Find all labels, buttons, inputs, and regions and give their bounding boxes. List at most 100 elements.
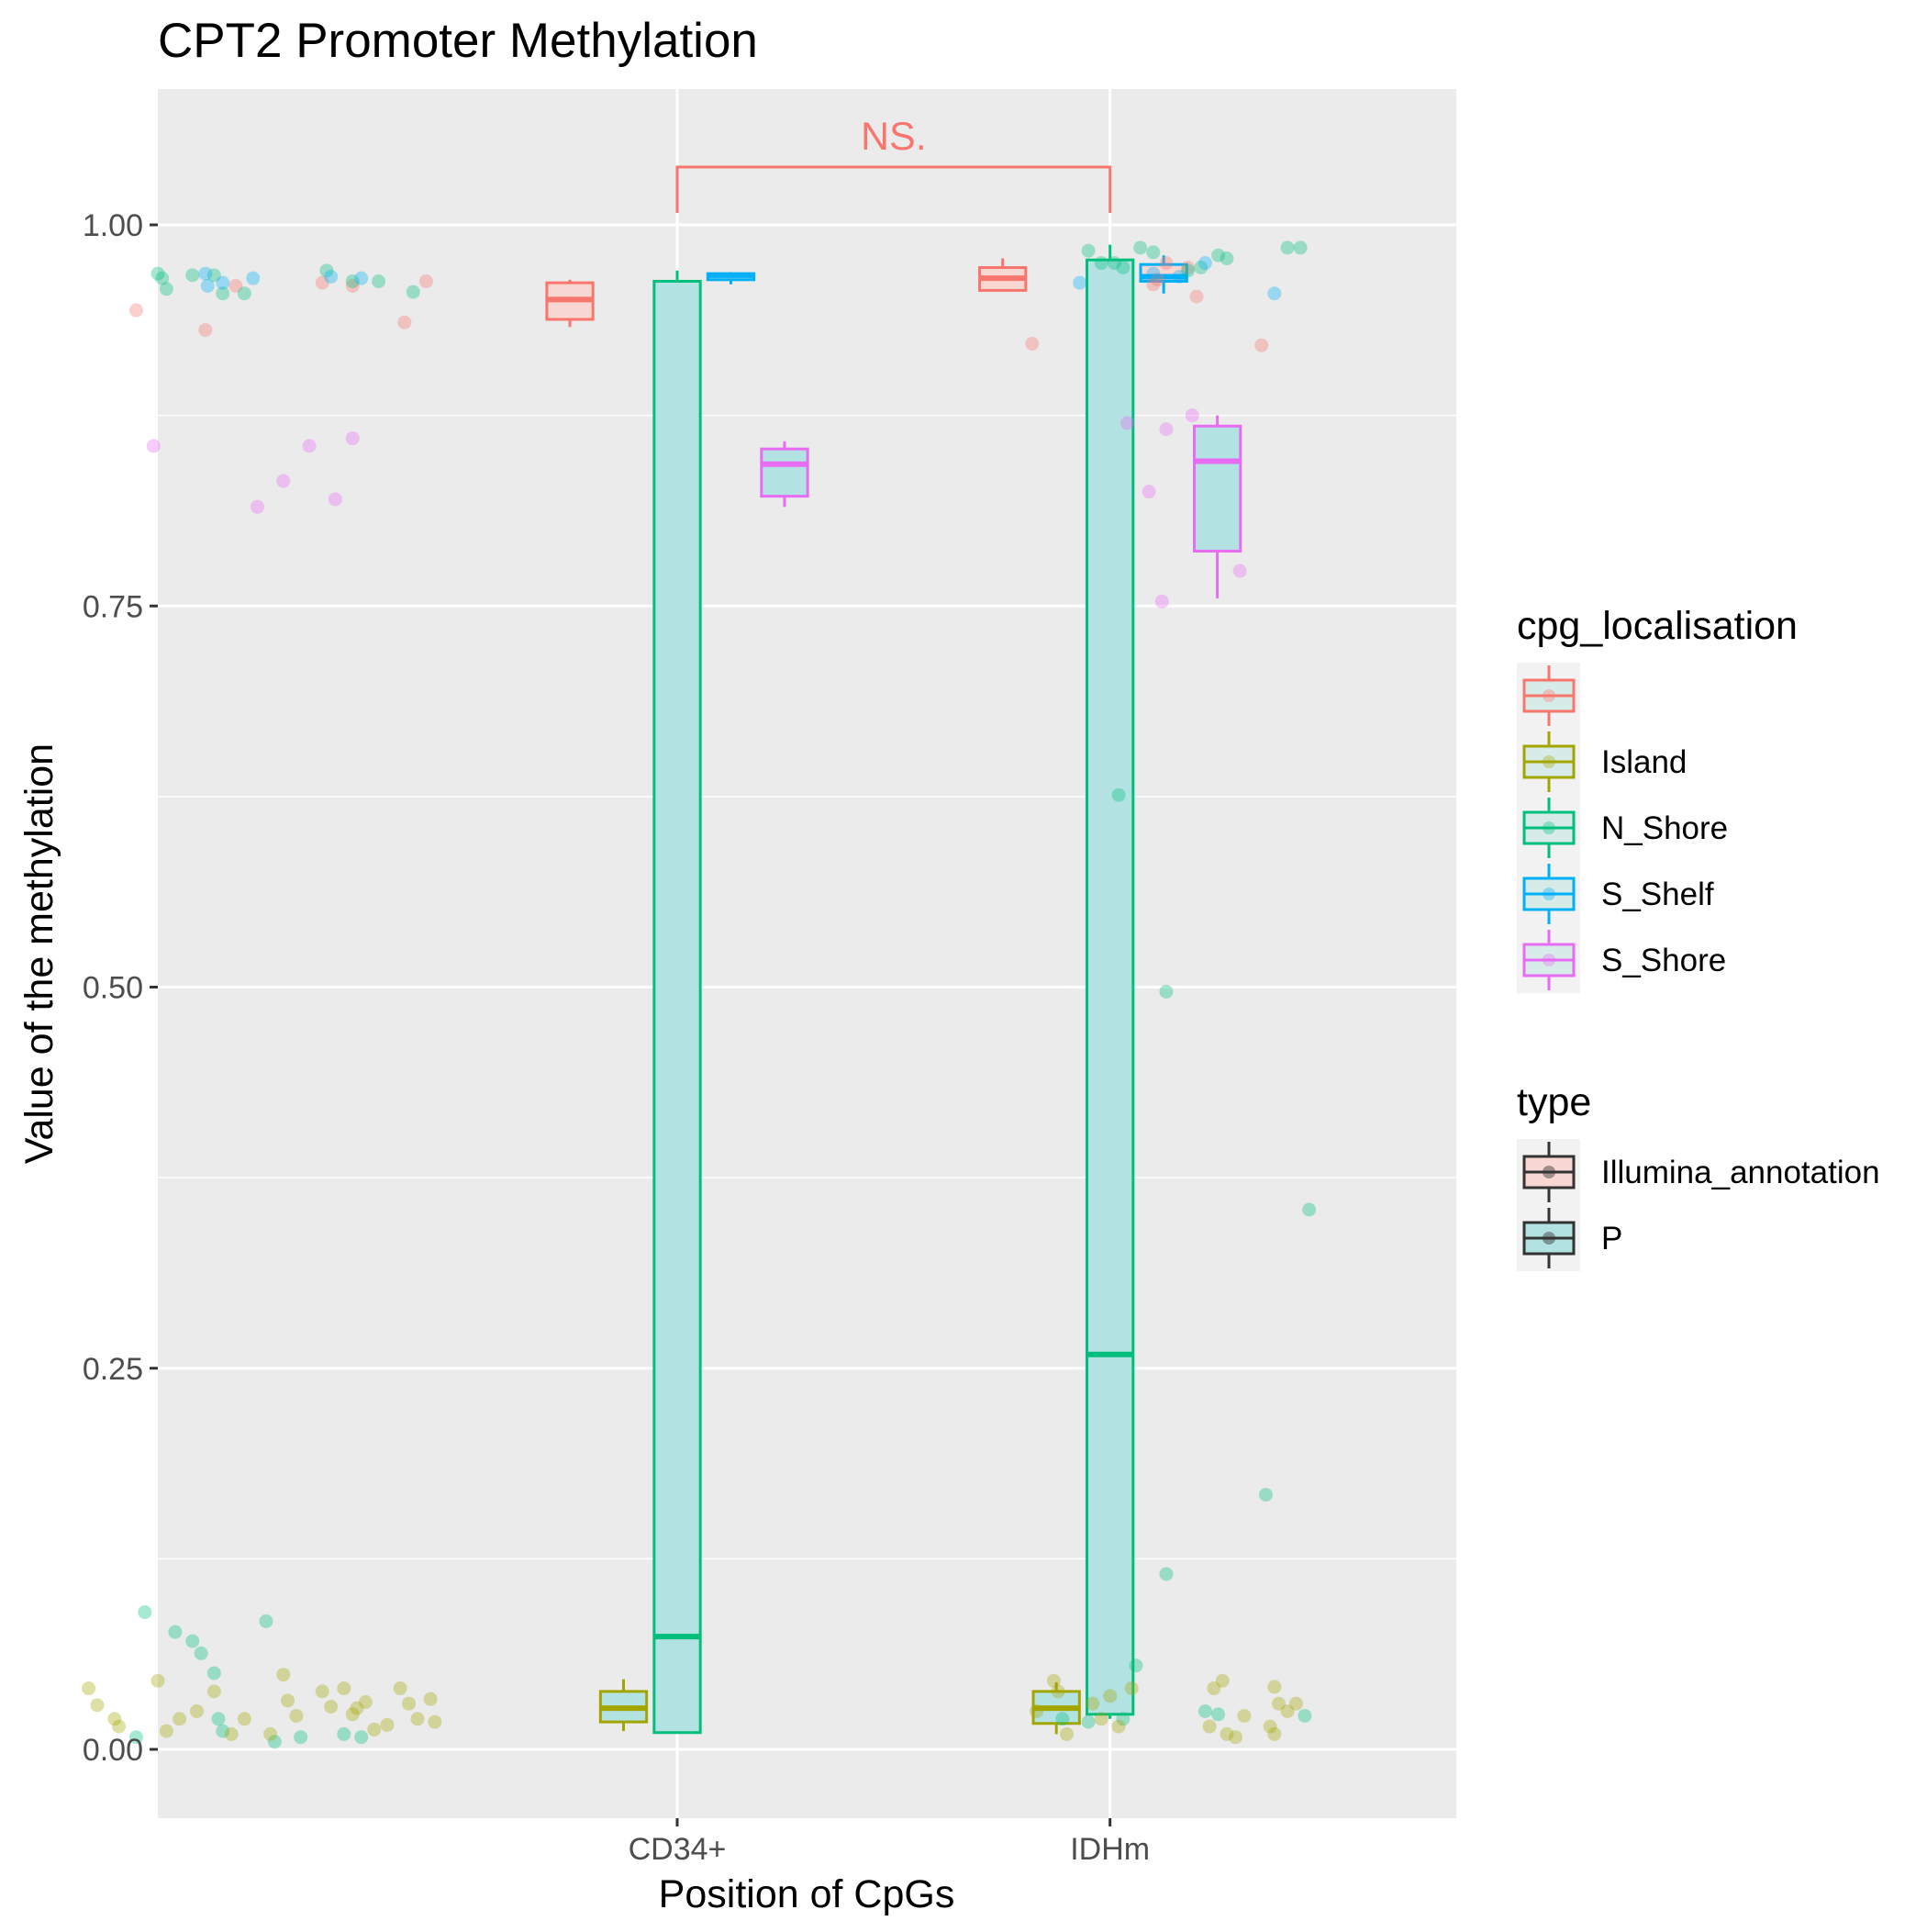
- legend-label: Island: [1601, 744, 1687, 780]
- data-point: [1151, 273, 1165, 287]
- data-point: [1267, 286, 1282, 301]
- x-axis-title: Position of CpGs: [659, 1872, 955, 1916]
- data-point: [1025, 337, 1040, 352]
- data-point: [1159, 256, 1174, 271]
- data-point: [1228, 1730, 1242, 1745]
- legend-entry-n-shore: N_Shore: [1522, 798, 1728, 858]
- data-point: [406, 285, 420, 299]
- data-point: [1159, 422, 1174, 437]
- legend-entry-blank: [1522, 665, 1576, 726]
- data-point: [228, 278, 243, 293]
- legend-label: S_Shore: [1601, 943, 1726, 978]
- data-point: [1107, 256, 1121, 271]
- data-point: [1220, 251, 1234, 266]
- data-point: [216, 1724, 230, 1738]
- data-point: [1120, 416, 1135, 430]
- data-point: [1215, 1673, 1230, 1688]
- data-point: [372, 274, 386, 288]
- data-point: [138, 1605, 152, 1620]
- x-tick-label: CD34+: [629, 1832, 727, 1867]
- data-point: [1202, 1719, 1217, 1734]
- data-point: [315, 1684, 329, 1699]
- data-point: [168, 1625, 183, 1639]
- plot-panel: [158, 89, 1456, 1818]
- data-point: [410, 1712, 425, 1726]
- data-point: [263, 1726, 278, 1741]
- data-point: [1181, 263, 1196, 278]
- data-point: [337, 1681, 351, 1696]
- data-point: [1172, 269, 1186, 284]
- data-point: [319, 263, 334, 278]
- data-point: [402, 1696, 417, 1711]
- data-point: [354, 1730, 369, 1745]
- data-point: [90, 1698, 105, 1713]
- data-point: [276, 1668, 291, 1682]
- data-point: [155, 271, 170, 285]
- data-point: [1194, 261, 1209, 275]
- data-point: [1159, 984, 1174, 999]
- data-point: [1029, 1703, 1043, 1718]
- boxplot-idhm-s-shelf: [1139, 255, 1188, 294]
- data-point: [82, 1681, 96, 1696]
- data-point: [159, 282, 173, 296]
- data-point: [428, 1714, 442, 1729]
- data-point: [206, 268, 221, 283]
- legend-key-point: [1543, 1166, 1555, 1178]
- boxplot-cd34--n-shore: [652, 270, 702, 1735]
- legends: cpg_localisation Island N_Shore S_Shelf S_Sh…: [1517, 604, 1880, 1271]
- legend-label: S_Shelf: [1601, 877, 1714, 912]
- data-point: [1258, 1488, 1273, 1502]
- data-point: [1211, 1707, 1226, 1722]
- data-point: [1288, 1696, 1303, 1711]
- data-point: [1133, 240, 1148, 255]
- data-point: [276, 474, 291, 488]
- data-point: [1051, 1684, 1065, 1699]
- legend-entry-s-shelf: S_Shelf: [1522, 864, 1714, 924]
- data-point: [185, 1634, 200, 1648]
- data-point: [1146, 266, 1161, 281]
- data-point: [112, 1719, 127, 1734]
- significance-label: NS.: [861, 115, 927, 159]
- data-point: [200, 278, 215, 293]
- data-point: [1211, 248, 1226, 262]
- data-point: [267, 1735, 282, 1749]
- data-point: [185, 268, 200, 283]
- y-tick-label: 0.75: [83, 589, 143, 624]
- data-point: [1146, 277, 1161, 292]
- data-point: [1181, 261, 1196, 275]
- data-point: [237, 1712, 251, 1726]
- data-point: [1267, 1726, 1282, 1741]
- data-point: [1154, 594, 1169, 609]
- data-point: [206, 1684, 221, 1699]
- significance-annotation: NS.: [675, 115, 1112, 213]
- data-point: [1094, 1712, 1108, 1726]
- data-point: [1197, 1703, 1212, 1718]
- data-point: [150, 266, 165, 281]
- data-point: [1293, 240, 1308, 255]
- data-point: [354, 271, 369, 285]
- data-point: [294, 1730, 308, 1745]
- boxplot-cd34--blank: [545, 279, 595, 328]
- legend-label: P: [1601, 1221, 1622, 1256]
- data-point: [1146, 245, 1161, 260]
- data-point: [1094, 256, 1108, 271]
- legend-title: type: [1517, 1080, 1591, 1124]
- data-point: [1129, 1658, 1143, 1673]
- boxplot-idhm-s-shore: [1192, 415, 1242, 598]
- data-point: [1197, 256, 1212, 271]
- data-point: [345, 278, 360, 293]
- data-point: [128, 303, 143, 318]
- data-point: [1189, 289, 1204, 304]
- data-point: [423, 1692, 438, 1706]
- chart-title: CPT2 Promoter Methylation: [158, 14, 758, 68]
- data-point: [345, 1707, 360, 1722]
- data-point: [1280, 240, 1295, 255]
- boxplot-idhm-island: [1031, 1681, 1081, 1735]
- data-point: [1111, 787, 1126, 802]
- point-layer: [82, 240, 1317, 1749]
- data-point: [237, 286, 251, 301]
- data-point: [324, 1699, 339, 1714]
- boxplot-cd34--island: [598, 1679, 649, 1732]
- data-point: [206, 1666, 221, 1681]
